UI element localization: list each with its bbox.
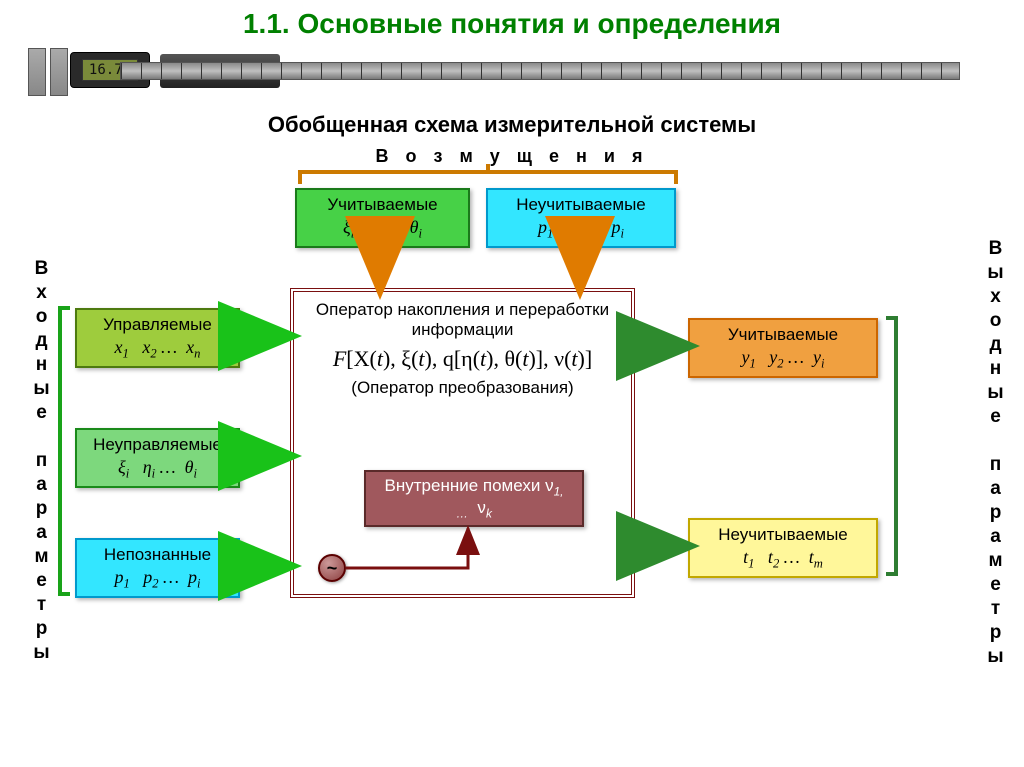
diagram-subtitle: Обобщенная схема измерительной системы bbox=[0, 112, 1024, 138]
operator-subtitle: (Оператор преобразования) bbox=[302, 378, 623, 398]
input-uncontrolled-box: Неуправляемыеξi ηi … θi bbox=[75, 428, 240, 488]
input-params-label: Входные параметры bbox=[30, 258, 52, 666]
input-controlled-box: Управляемыеx1 x2 … xn bbox=[75, 308, 240, 368]
diagram: В о з м у щ е н и я Входные параметры Вы… bbox=[0, 138, 1024, 718]
disturbance-accounted-box: Учитываемыеξi ηi … θi bbox=[295, 188, 470, 248]
internal-noise-box: Внутренние помехи ν1, … νk bbox=[364, 470, 584, 527]
disturbances-label: В о з м у щ е н и я bbox=[376, 146, 649, 167]
page-title: 1.1. Основные понятия и определения bbox=[0, 0, 1024, 40]
output-accounted-box: Учитываемыеy1 y2 … yi bbox=[688, 318, 878, 378]
disturbance-unaccounted-box: Неучитываемыеp1 p2 … pi bbox=[486, 188, 676, 248]
input-unknown-box: Непознанныеp1 p2 … pi bbox=[75, 538, 240, 598]
output-unaccounted-box: Неучитываемыеt1 t2 … tm bbox=[688, 518, 878, 578]
caliper-image: 16.72 Mahr bbox=[0, 44, 1024, 104]
operator-title: Оператор накопления и переработки информ… bbox=[302, 300, 623, 340]
noise-source-icon: ~ bbox=[318, 554, 346, 582]
operator-formula: F[X(t), ξ(t), q[η(t), θ(t)], ν(t)] bbox=[302, 346, 623, 372]
output-params-label: Выходные параметры bbox=[984, 238, 1006, 670]
operator-box: Оператор накопления и переработки информ… bbox=[290, 288, 635, 598]
